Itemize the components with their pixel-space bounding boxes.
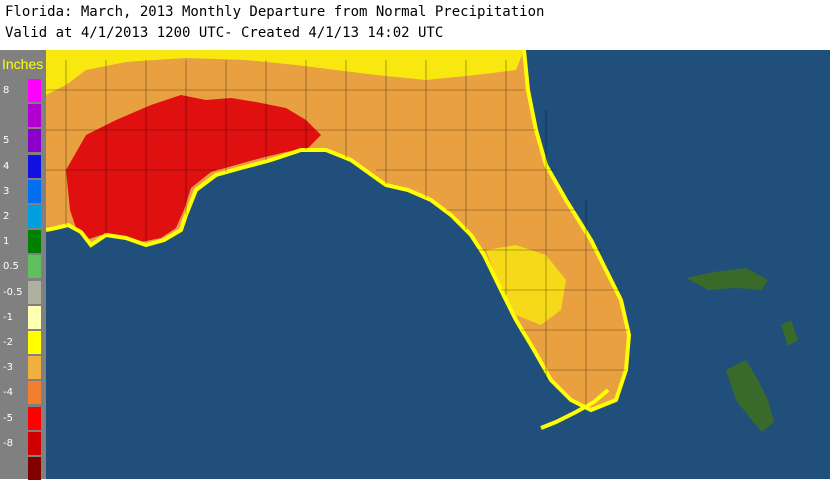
legend-swatch <box>28 255 41 279</box>
coast-outline <box>46 50 632 413</box>
map-title: Florida: March, 2013 Monthly Departure f… <box>5 4 545 20</box>
legend-label: 4 <box>3 160 10 172</box>
legend-label: 0.5 <box>3 261 19 273</box>
legend-swatch <box>28 356 41 380</box>
legend-label: 3 <box>3 185 10 197</box>
legend-unit-label: Inches <box>2 56 44 72</box>
legend-swatch <box>28 205 41 228</box>
red-deficit-region <box>66 95 321 242</box>
legend-swatch <box>28 104 41 128</box>
legend-label: 1 <box>3 236 10 248</box>
bahamas-islands <box>781 320 798 346</box>
legend-swatch <box>28 154 41 178</box>
legend-swatch <box>28 406 41 430</box>
legend-label: -4 <box>3 387 13 399</box>
bahamas-islands <box>686 268 768 290</box>
legend-swatch <box>28 129 41 153</box>
map-canvas <box>46 50 830 479</box>
bahamas-islands <box>726 360 774 432</box>
legend-swatch <box>28 457 41 480</box>
map-subtitle: Valid at 4/1/2013 1200 UTC- Created 4/1/… <box>5 25 444 41</box>
legend-swatch <box>28 280 41 304</box>
yellow-north-band <box>46 50 524 95</box>
county-boundaries <box>46 60 628 405</box>
legend-swatch <box>28 431 41 455</box>
legend-label: -3 <box>3 362 13 374</box>
legend-label: -5 <box>3 412 13 424</box>
legend-label: -8 <box>3 437 13 449</box>
legend-swatch <box>28 305 41 329</box>
map-header: Florida: March, 2013 Monthly Departure f… <box>0 0 830 50</box>
legend-label: 2 <box>3 211 10 222</box>
legend-swatch <box>28 179 41 203</box>
legend-label: 8 <box>3 85 10 96</box>
legend-swatch <box>28 230 41 254</box>
precipitation-map <box>46 50 830 479</box>
legend-label: -2 <box>3 337 13 348</box>
legend-label: -0.5 <box>3 286 23 298</box>
florida-keys <box>540 388 610 430</box>
legend-label: -1 <box>3 311 13 323</box>
legend-swatch <box>28 381 41 405</box>
legend-label: 5 <box>3 135 10 147</box>
legend-swatch <box>28 331 41 354</box>
legend-swatch <box>28 79 41 102</box>
